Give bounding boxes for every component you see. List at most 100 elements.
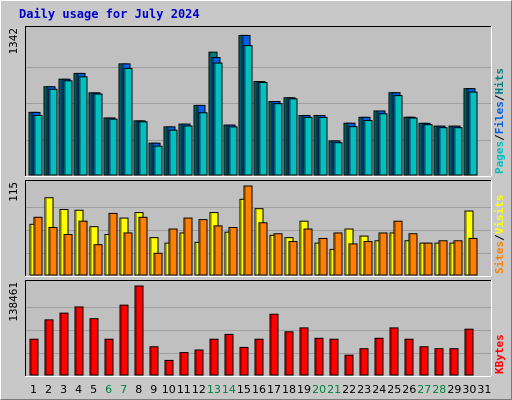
- x-tick-day-20: 20: [312, 383, 326, 396]
- x-tick-day-12: 12: [192, 383, 206, 396]
- y-max-label-bottom: 138461: [7, 282, 20, 322]
- x-tick-day-27: 27: [417, 383, 431, 396]
- bar-pages-day-13: [213, 62, 223, 176]
- bar-sites-day-15: [243, 185, 253, 276]
- bar-sites-day-10: [168, 228, 178, 276]
- bar-kbytes-day-21: [329, 338, 339, 376]
- bar-kbytes-day-27: [419, 346, 429, 376]
- bar-sites-day-6: [108, 212, 118, 276]
- bar-pages-day-5: [93, 93, 103, 176]
- x-tick-day-5: 5: [90, 383, 97, 396]
- legend-item-kbytes: KBytes: [493, 334, 506, 374]
- bar-pages-day-30: [468, 91, 478, 176]
- bar-kbytes-day-10: [164, 359, 174, 376]
- bar-sites-day-19: [303, 228, 313, 276]
- bar-pages-day-29: [453, 127, 463, 176]
- bar-sites-day-28: [438, 240, 448, 276]
- bar-kbytes-day-3: [59, 312, 69, 376]
- bar-pages-day-15: [243, 45, 253, 176]
- legend-separator: /: [493, 234, 506, 241]
- bar-sites-day-1: [33, 216, 43, 276]
- bar-kbytes-day-6: [104, 338, 114, 376]
- bar-sites-day-29: [453, 240, 463, 276]
- x-tick-day-23: 23: [357, 383, 371, 396]
- x-tick-day-15: 15: [237, 383, 251, 396]
- bar-sites-day-14: [228, 226, 238, 276]
- x-tick-day-7: 7: [120, 383, 127, 396]
- bar-kbytes-day-1: [29, 338, 39, 376]
- bar-kbytes-day-20: [314, 337, 324, 376]
- x-tick-day-26: 26: [402, 383, 416, 396]
- bar-kbytes-day-19: [299, 327, 309, 376]
- x-tick-day-19: 19: [297, 383, 311, 396]
- bar-sites-day-27: [423, 242, 433, 276]
- bar-sites-day-20: [318, 237, 328, 276]
- bar-pages-day-24: [378, 113, 388, 176]
- x-tick-day-2: 2: [45, 383, 52, 396]
- bar-kbytes-day-23: [359, 348, 369, 376]
- bar-kbytes-day-16: [254, 338, 264, 376]
- bar-pages-day-3: [63, 80, 73, 176]
- bar-sites-day-24: [378, 232, 388, 276]
- bar-pages-day-11: [183, 125, 193, 176]
- bar-kbytes-day-4: [74, 306, 84, 376]
- bar-pages-day-8: [138, 121, 148, 176]
- bar-sites-day-13: [213, 225, 223, 276]
- legend-separator: /: [493, 94, 506, 101]
- bar-kbytes-day-11: [179, 352, 189, 376]
- bar-sites-day-2: [48, 226, 58, 276]
- bar-pages-day-9: [153, 145, 163, 176]
- x-tick-day-6: 6: [105, 383, 112, 396]
- bar-pages-day-19: [303, 116, 313, 176]
- bar-kbytes-day-15: [239, 346, 249, 376]
- bar-kbytes-day-24: [374, 337, 384, 376]
- bar-pages-day-4: [78, 76, 88, 176]
- x-tick-day-4: 4: [75, 383, 82, 396]
- y-max-label-top: 1342: [7, 28, 20, 55]
- bar-kbytes-day-7: [119, 304, 129, 376]
- bar-pages-day-21: [333, 142, 343, 176]
- bar-sites-day-22: [348, 243, 358, 276]
- bar-pages-day-18: [288, 98, 298, 176]
- bar-sites-day-30: [468, 237, 478, 276]
- bar-kbytes-day-25: [389, 327, 399, 376]
- bar-pages-day-28: [438, 127, 448, 176]
- x-tick-day-16: 16: [252, 383, 266, 396]
- x-tick-day-28: 28: [432, 383, 446, 396]
- chart-title: Daily usage for July 2024: [19, 7, 200, 21]
- bar-pages-day-26: [408, 117, 418, 176]
- x-tick-day-24: 24: [372, 383, 386, 396]
- bar-sites-day-5: [93, 244, 103, 276]
- bar-sites-day-3: [63, 234, 73, 276]
- x-tick-day-9: 9: [150, 383, 157, 396]
- x-tick-day-25: 25: [387, 383, 401, 396]
- bar-pages-day-23: [363, 120, 373, 176]
- bar-pages-day-25: [393, 95, 403, 176]
- bar-pages-day-27: [423, 124, 433, 176]
- x-tick-day-17: 17: [267, 383, 281, 396]
- legend-top: Pages/Files/Hits: [493, 68, 506, 174]
- x-tick-day-18: 18: [282, 383, 296, 396]
- x-tick-day-31: 31: [477, 383, 491, 396]
- bar-pages-day-6: [108, 118, 118, 176]
- x-tick-day-3: 3: [60, 383, 67, 396]
- x-tick-day-11: 11: [177, 383, 191, 396]
- bar-sites-day-7: [123, 232, 133, 276]
- bar-pages-day-2: [48, 88, 58, 176]
- bar-sites-day-8: [138, 216, 148, 276]
- bar-pages-day-17: [273, 103, 283, 176]
- legend-item-files: Files: [493, 101, 506, 134]
- bar-sites-day-11: [183, 217, 193, 276]
- bar-sites-day-21: [333, 232, 343, 276]
- bar-kbytes-day-8: [134, 285, 144, 376]
- legend-item-visits: Visits: [493, 195, 506, 235]
- bar-kbytes-day-12: [194, 349, 204, 376]
- bar-pages-day-14: [228, 126, 238, 176]
- legend-bottom: KBytes: [493, 334, 506, 374]
- x-tick-day-10: 10: [162, 383, 176, 396]
- legend-item-sites: Sites: [493, 241, 506, 274]
- legend-middle: Sites/Visits: [493, 195, 506, 275]
- x-tick-day-29: 29: [447, 383, 461, 396]
- bar-sites-day-12: [198, 219, 208, 276]
- bar-kbytes-day-30: [464, 328, 474, 376]
